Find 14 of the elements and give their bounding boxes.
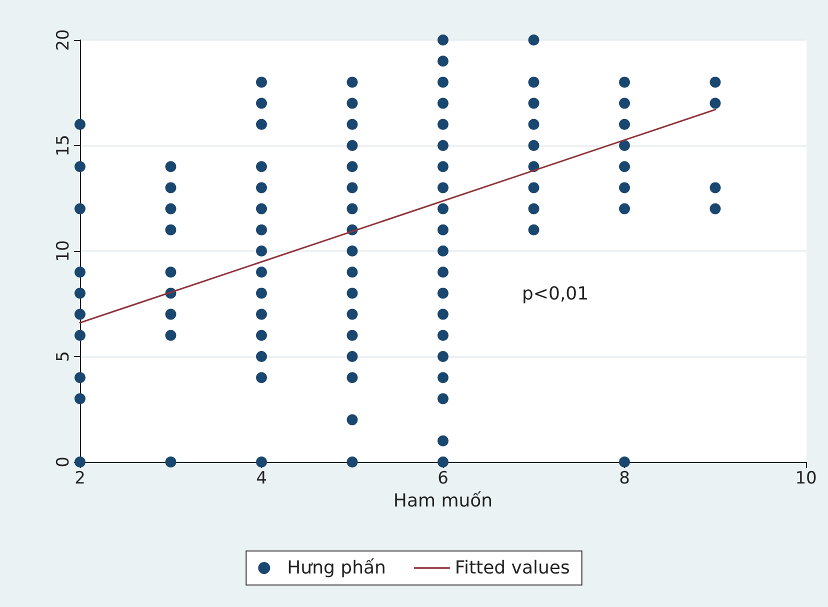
y-tick-label: 10 bbox=[54, 240, 74, 262]
y-tick-label: 5 bbox=[54, 351, 74, 362]
legend-label: Hưng phấn bbox=[287, 558, 386, 578]
legend-label: Fitted values bbox=[454, 558, 570, 578]
y-tick-label: 0 bbox=[54, 456, 74, 468]
x-axis-title: Ham muốn bbox=[393, 490, 493, 512]
x-tick-label: 8 bbox=[619, 468, 630, 488]
y-tick-label: 15 bbox=[54, 134, 74, 156]
y-tick-label: 20 bbox=[54, 29, 74, 51]
x-tick-label: 2 bbox=[74, 468, 86, 488]
x-tick-label: 4 bbox=[256, 468, 267, 488]
x-tick-label: 6 bbox=[438, 468, 448, 488]
annotation: p<0,01 bbox=[522, 284, 589, 304]
x-tick-label: 10 bbox=[795, 468, 817, 488]
